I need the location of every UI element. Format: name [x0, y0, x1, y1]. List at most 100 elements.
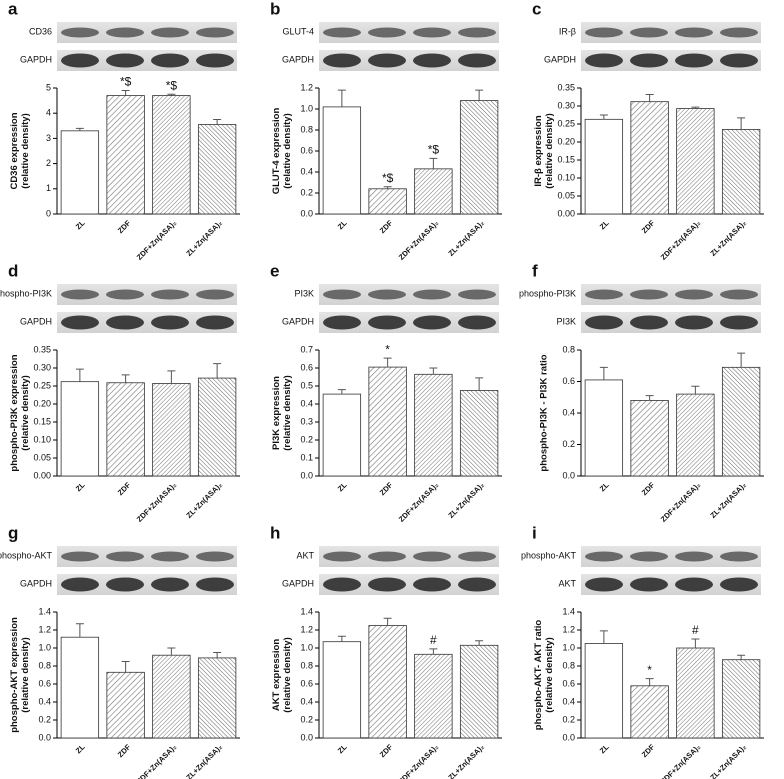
y-tick-label: 0.30: [557, 100, 575, 110]
blot-label: GAPDH: [20, 54, 52, 64]
blot-label: GAPDH: [282, 578, 314, 588]
x-tick-label: ZDF: [378, 218, 395, 235]
blot-band: [720, 53, 758, 68]
x-tick-label: ZL+Zn(ASA)₂: [708, 742, 748, 779]
x-tick-label: ZDF+Zn(ASA)₂: [135, 480, 178, 523]
y-tick-label: 0.4: [38, 696, 51, 706]
y-tick-label: 0.4: [300, 166, 313, 176]
y-tick-label: 1: [46, 183, 51, 193]
bar: [584, 643, 624, 739]
blot-band: [61, 577, 99, 592]
blot: [57, 50, 237, 71]
bar: [60, 636, 100, 739]
blot-band: [151, 315, 189, 330]
bar: [630, 685, 669, 739]
blot: [581, 574, 761, 595]
x-tick-label: ZL: [74, 742, 87, 755]
blot-band: [151, 27, 189, 38]
y-axis-label: (relative density): [20, 637, 31, 713]
y-tick-label: 0.8: [562, 660, 575, 670]
blot-band: [196, 289, 234, 300]
x-tick-label: ZDF: [378, 480, 395, 497]
error-bar: [167, 370, 176, 384]
y-tick-label: 0.5: [300, 380, 313, 390]
blot-band: [323, 577, 361, 592]
blot-label: GAPDH: [282, 316, 314, 326]
y-tick-label: 0.8: [300, 660, 313, 670]
blot: [581, 284, 761, 305]
bar: [721, 366, 761, 477]
error-bar: [691, 106, 700, 109]
blot: [581, 546, 761, 567]
y-tick-label: 0.2: [300, 187, 313, 197]
blot-band: [458, 577, 496, 592]
blot-band: [323, 53, 361, 68]
annotation: #: [692, 623, 699, 637]
error-bar: [599, 630, 608, 644]
y-axis-label: PI3K expression: [271, 376, 282, 450]
blot: [319, 574, 499, 595]
y-tick-label: 0.15: [557, 154, 575, 164]
blot: [57, 312, 237, 333]
x-tick-label: ZDF: [640, 218, 657, 235]
error-bar: [645, 678, 654, 686]
y-tick-label: 0.4: [562, 696, 575, 706]
error-bar: [645, 93, 654, 102]
bar: [414, 168, 453, 215]
blot-label: phospho-PI3K: [0, 288, 52, 298]
blot-label: GAPDH: [544, 54, 576, 64]
blot-label: AKT: [558, 578, 576, 588]
y-axis-label: GLUT-4 expression: [271, 108, 282, 195]
error-bar: [75, 127, 84, 131]
x-tick-label: ZL: [336, 742, 349, 755]
error-bar: [429, 648, 438, 655]
error-bar: [383, 617, 392, 626]
y-tick-label: 0.0: [300, 470, 313, 480]
blot-band: [413, 53, 451, 68]
blot-band: [106, 53, 144, 68]
y-tick-label: 1.2: [562, 624, 575, 634]
y-tick-label: 0.20: [33, 398, 51, 408]
blot-band: [413, 27, 451, 38]
blot-band: [630, 53, 668, 68]
bar: [197, 657, 237, 739]
y-tick-label: 0.35: [33, 344, 51, 354]
blot-band: [61, 315, 99, 330]
error-bar: [475, 377, 484, 391]
y-tick-label: 0.6: [300, 362, 313, 372]
blot-band: [323, 551, 361, 562]
blot-band: [151, 577, 189, 592]
blot-band: [585, 315, 623, 330]
bar: [60, 130, 100, 215]
y-tick-label: 0.0: [300, 732, 313, 742]
error-bar: [737, 654, 746, 660]
blot-band: [720, 289, 758, 300]
error-bar: [737, 117, 746, 130]
blot-band: [675, 551, 713, 562]
blot-label: GLUT-4: [282, 26, 314, 36]
x-tick-label: ZL+Zn(ASA)₂: [446, 218, 486, 258]
panel-letter: f: [532, 261, 538, 280]
error-bar: [645, 395, 654, 401]
x-tick-label: ZDF: [116, 218, 133, 235]
blot-band: [675, 289, 713, 300]
blot-band: [630, 577, 668, 592]
bar: [676, 393, 715, 477]
y-tick-label: 0.30: [33, 362, 51, 372]
x-tick-label: ZL: [336, 218, 349, 231]
y-tick-label: 1.4: [300, 606, 313, 616]
x-tick-label: ZL+Zn(ASA)₂: [708, 218, 748, 258]
y-tick-label: 0.35: [557, 82, 575, 92]
x-tick-label: ZL+Zn(ASA)₂: [708, 480, 748, 520]
blot: [581, 50, 761, 71]
x-tick-label: ZDF+Zn(ASA)₂: [659, 218, 702, 261]
y-tick-label: 0.2: [562, 439, 575, 449]
error-bar: [337, 89, 346, 107]
blot-band: [196, 315, 234, 330]
blot-band: [61, 551, 99, 562]
y-tick-label: 0: [46, 208, 51, 218]
x-tick-label: ZL+Zn(ASA)₂: [446, 480, 486, 520]
blot-band: [675, 27, 713, 38]
y-axis-label: phospho-PI3K - PI3K ratio: [539, 354, 550, 471]
